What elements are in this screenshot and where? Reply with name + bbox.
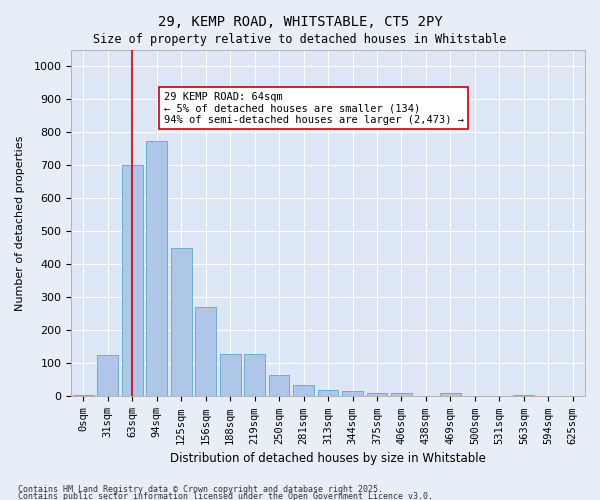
Bar bbox=[195, 308, 216, 396]
Bar bbox=[171, 248, 191, 396]
Y-axis label: Number of detached properties: Number of detached properties bbox=[15, 136, 25, 311]
Text: 29, KEMP ROAD, WHITSTABLE, CT5 2PY: 29, KEMP ROAD, WHITSTABLE, CT5 2PY bbox=[158, 15, 442, 29]
Bar bbox=[440, 393, 461, 396]
Text: Contains public sector information licensed under the Open Government Licence v3: Contains public sector information licen… bbox=[18, 492, 433, 500]
Bar bbox=[244, 354, 265, 397]
Bar bbox=[122, 166, 143, 396]
Text: Size of property relative to detached houses in Whitstable: Size of property relative to detached ho… bbox=[94, 32, 506, 46]
Bar bbox=[367, 393, 388, 396]
Bar bbox=[342, 392, 363, 396]
Bar bbox=[317, 390, 338, 396]
Bar bbox=[146, 140, 167, 396]
Bar bbox=[514, 395, 534, 396]
Bar bbox=[73, 395, 94, 396]
Bar bbox=[220, 354, 241, 397]
Bar bbox=[293, 385, 314, 396]
Bar bbox=[269, 375, 289, 396]
Bar bbox=[97, 355, 118, 397]
Bar bbox=[391, 393, 412, 396]
X-axis label: Distribution of detached houses by size in Whitstable: Distribution of detached houses by size … bbox=[170, 452, 486, 465]
Text: Contains HM Land Registry data © Crown copyright and database right 2025.: Contains HM Land Registry data © Crown c… bbox=[18, 486, 383, 494]
Text: 29 KEMP ROAD: 64sqm
← 5% of detached houses are smaller (134)
94% of semi-detach: 29 KEMP ROAD: 64sqm ← 5% of detached hou… bbox=[164, 92, 464, 125]
